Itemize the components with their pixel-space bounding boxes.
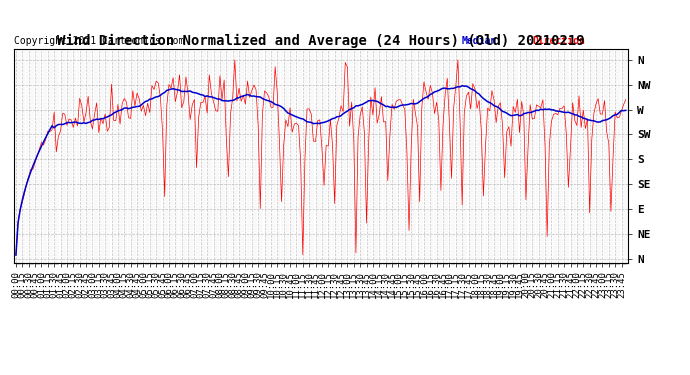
Text: Direction: Direction [533, 36, 586, 45]
Title: Wind Direction Normalized and Average (24 Hours) (Old) 20210219: Wind Direction Normalized and Average (2… [57, 33, 584, 48]
Text: Copyright 2021 Cartronics.com: Copyright 2021 Cartronics.com [14, 36, 184, 45]
Text: Median: Median [462, 36, 497, 45]
